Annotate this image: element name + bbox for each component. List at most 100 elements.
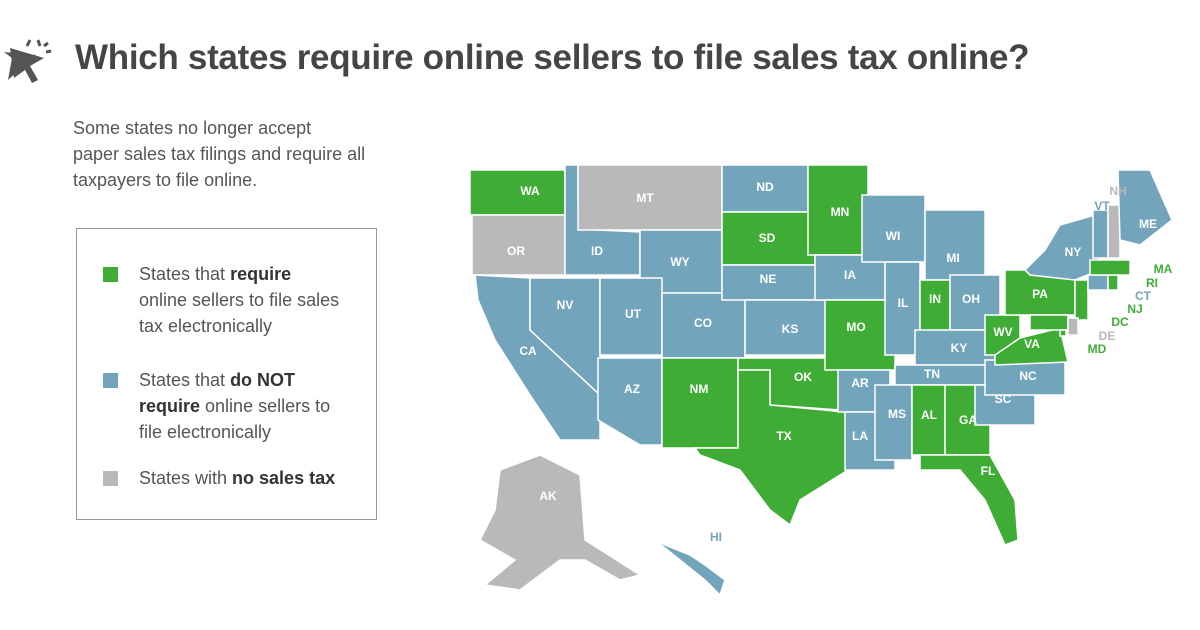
state-label: WY xyxy=(670,255,689,269)
description-line: Some states no longer accept xyxy=(73,118,312,138)
state-label: AZ xyxy=(624,382,640,396)
state-label: SC xyxy=(995,392,1012,406)
legend-text: States that require online sellers to fi… xyxy=(139,261,343,339)
state-label: OR xyxy=(507,244,525,258)
state-label: NY xyxy=(1065,245,1082,259)
title: Which states require online sellers to f… xyxy=(75,38,1030,77)
state xyxy=(1107,274,1119,291)
description: Some states no longer accept paper sales … xyxy=(73,115,365,193)
state xyxy=(924,209,986,281)
state-label: WI xyxy=(886,229,901,243)
legend-item: States that require online sellers to fi… xyxy=(103,261,343,339)
state-label: FL xyxy=(981,464,996,478)
legend-text-plain: online sellers to file sales tax electro… xyxy=(139,290,340,336)
state-label: CA xyxy=(519,344,537,358)
legend-text-plain: States that xyxy=(139,370,231,390)
state-label: NM xyxy=(690,382,709,396)
state xyxy=(599,277,663,356)
state-label: ME xyxy=(1139,217,1157,231)
state-label: AR xyxy=(851,376,869,390)
state xyxy=(1087,274,1109,291)
state-label: NV xyxy=(557,298,574,312)
state-label: OH xyxy=(962,292,980,306)
state-label: DE xyxy=(1099,329,1116,343)
state xyxy=(1107,204,1121,259)
state-label: TN xyxy=(924,367,940,381)
state-label: NE xyxy=(760,272,777,286)
state-label: MD xyxy=(1088,342,1107,356)
legend-swatch xyxy=(103,267,118,282)
state xyxy=(1089,259,1131,276)
state xyxy=(1117,169,1173,246)
state xyxy=(994,327,1069,366)
state-label: VT xyxy=(1094,199,1110,213)
state xyxy=(577,164,723,231)
cursor-rays xyxy=(25,39,52,54)
description-line: paper sales tax filings and require all xyxy=(73,144,366,164)
state-label: MN xyxy=(831,205,850,219)
state xyxy=(721,211,816,266)
state-label: WA xyxy=(520,184,540,198)
state-label: IA xyxy=(844,268,856,282)
state-label: CO xyxy=(694,316,712,330)
legend-swatch xyxy=(103,373,118,388)
state-label: PA xyxy=(1032,287,1048,301)
state-label: MA xyxy=(1154,262,1173,276)
description-line: taxpayers to file online. xyxy=(73,170,258,190)
state xyxy=(471,214,566,276)
state-label: OK xyxy=(794,370,812,384)
state-label: KY xyxy=(951,341,968,355)
legend-text-plain: online sellers to file electronically xyxy=(139,396,331,442)
state-label: ID xyxy=(591,244,603,258)
state-label: LA xyxy=(852,429,868,443)
legend-text-bold: require xyxy=(230,264,292,284)
legend: States that require online sellers to fi… xyxy=(76,228,377,520)
state-label: NC xyxy=(1019,369,1037,383)
state xyxy=(597,357,663,446)
state xyxy=(1067,317,1079,336)
cursor-arrow xyxy=(10,48,44,83)
state-label: GA xyxy=(959,413,977,427)
state xyxy=(479,454,642,591)
legend-text-plain: States with xyxy=(139,468,233,488)
state-label: VA xyxy=(1024,337,1040,351)
legend-item: States with no sales tax xyxy=(103,465,343,491)
state-label: DC xyxy=(1111,315,1129,329)
state-label: IN xyxy=(929,292,941,306)
state-label: UT xyxy=(625,307,642,321)
state-label: MO xyxy=(846,320,865,334)
state-label: NH xyxy=(1109,184,1126,198)
state xyxy=(693,369,849,527)
legend-swatch xyxy=(103,471,118,486)
state xyxy=(1023,214,1101,281)
state-label: ND xyxy=(756,180,774,194)
state xyxy=(884,261,921,356)
state xyxy=(1092,209,1109,259)
state-label: KS xyxy=(782,322,799,336)
state-label: WV xyxy=(993,325,1012,339)
state-label: HI xyxy=(710,530,722,544)
state xyxy=(1029,314,1069,331)
state xyxy=(654,539,726,597)
state-label: CT xyxy=(1135,289,1152,303)
state-label: MT xyxy=(636,191,654,205)
state xyxy=(469,169,566,216)
state-label: TX xyxy=(776,429,791,443)
cursor-icon xyxy=(4,39,52,83)
state xyxy=(919,454,1019,546)
state xyxy=(894,364,991,386)
state-label: MI xyxy=(946,251,959,265)
legend-item: States that do NOT require online seller… xyxy=(103,367,343,445)
state xyxy=(661,357,739,449)
legend-text: States that do NOT require online seller… xyxy=(139,367,343,445)
state-label: NJ xyxy=(1127,302,1142,316)
state xyxy=(874,384,913,461)
legend-text: States with no sales tax xyxy=(139,465,343,491)
state xyxy=(661,292,746,359)
state-label: AL xyxy=(921,408,937,422)
state-label: RI xyxy=(1146,276,1158,290)
state-label: SD xyxy=(759,231,776,245)
legend-text-bold: no sales tax xyxy=(232,468,336,488)
